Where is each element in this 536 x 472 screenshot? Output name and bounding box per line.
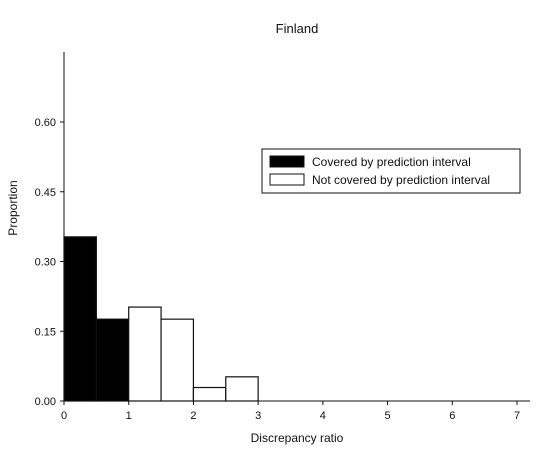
y-tick-label-3: 0.45 [35,187,56,199]
y-tick-label-2: 0.30 [35,257,56,269]
x-tick-label-0: 0 [61,410,67,422]
y-tick-label-1: 0.15 [35,326,56,338]
bar-not-covered-3 [225,376,259,402]
y-tick-label-0: 0.00 [35,396,56,408]
legend-swatch-covered [269,155,305,168]
x-tick-label-4: 4 [320,410,326,422]
bar-covered-1 [95,318,130,402]
x-tick-label-5: 5 [385,410,391,422]
x-tick-label-1: 1 [126,410,132,422]
y-tick-label-4: 0.60 [35,117,56,129]
legend-label-covered: Covered by prediction interval [312,155,471,169]
x-tick-label-6: 6 [449,410,455,422]
x-tick-label-7: 7 [514,410,520,422]
bar-not-covered-2 [192,386,227,402]
x-axis-title: Discrepancy ratio [251,431,344,445]
legend: Covered by prediction interval Not cover… [261,148,521,194]
y-axis-title: Proportion [6,180,20,235]
x-tick-label-3: 3 [255,410,261,422]
chart-title: Finland [276,21,319,36]
legend-swatch-not-covered [269,173,305,186]
legend-box [261,148,521,194]
bar-not-covered-0 [128,306,162,402]
bar-covered-0 [63,236,97,402]
y-axis-ticks: 0.00 0.15 0.30 0.45 0.60 [35,117,64,408]
bars-group [63,236,259,402]
x-axis-ticks: 0 1 2 3 4 5 6 7 [61,401,520,422]
legend-label-not-covered: Not covered by prediction interval [312,173,490,187]
x-tick-label-2: 2 [190,410,196,422]
bar-not-covered-1 [160,318,195,402]
